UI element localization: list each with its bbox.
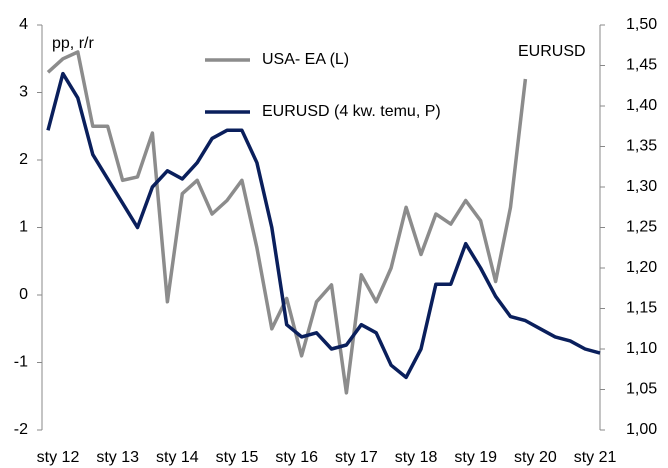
- y-tick-label: 3: [19, 84, 28, 101]
- x-tick-label: sty 12: [37, 449, 80, 466]
- y-axis-label: pp, r/r: [52, 35, 94, 52]
- x-tick-label: sty 15: [216, 449, 259, 466]
- x-tick-label: sty 13: [96, 449, 139, 466]
- x-tick-label: sty 14: [156, 449, 199, 466]
- y2-tick-label: 1,30: [626, 178, 657, 195]
- y2-tick-label: 1,35: [626, 138, 657, 155]
- x-tick-label: sty 16: [275, 449, 318, 466]
- y2-tick-label: 1,40: [626, 97, 657, 114]
- y2-tick-label: 1,50: [626, 16, 657, 33]
- series-line: [46, 71, 601, 380]
- x-tick-label: sty 17: [335, 449, 378, 466]
- y2-tick-label: 1,05: [626, 381, 657, 398]
- x-tick-label: sty 21: [574, 449, 617, 466]
- y-tick-label: 1: [19, 219, 28, 236]
- x-tick-label: sty 19: [454, 449, 497, 466]
- y2-tick-label: 1,45: [626, 57, 657, 74]
- annotation: EURUSD: [518, 43, 586, 60]
- y2-tick-label: 1,00: [626, 421, 657, 438]
- y2-tick-label: 1,25: [626, 219, 657, 236]
- y-tick-label: -1: [14, 354, 28, 371]
- y-tick-label: 4: [19, 16, 28, 33]
- x-tick-label: sty 20: [514, 449, 557, 466]
- y-tick-label: 0: [19, 286, 28, 303]
- legend-label: EURUSD (4 kw. temu, P): [262, 103, 441, 120]
- x-tick-label: sty 18: [395, 449, 438, 466]
- y2-tick-label: 1,15: [626, 300, 657, 317]
- y-tick-label: -2: [14, 421, 28, 438]
- y2-tick-label: 1,10: [626, 340, 657, 357]
- legend-label: USA- EA (L): [262, 51, 349, 68]
- y-tick-label: 2: [19, 151, 28, 168]
- series-line: [46, 50, 528, 395]
- y2-tick-label: 1,20: [626, 259, 657, 276]
